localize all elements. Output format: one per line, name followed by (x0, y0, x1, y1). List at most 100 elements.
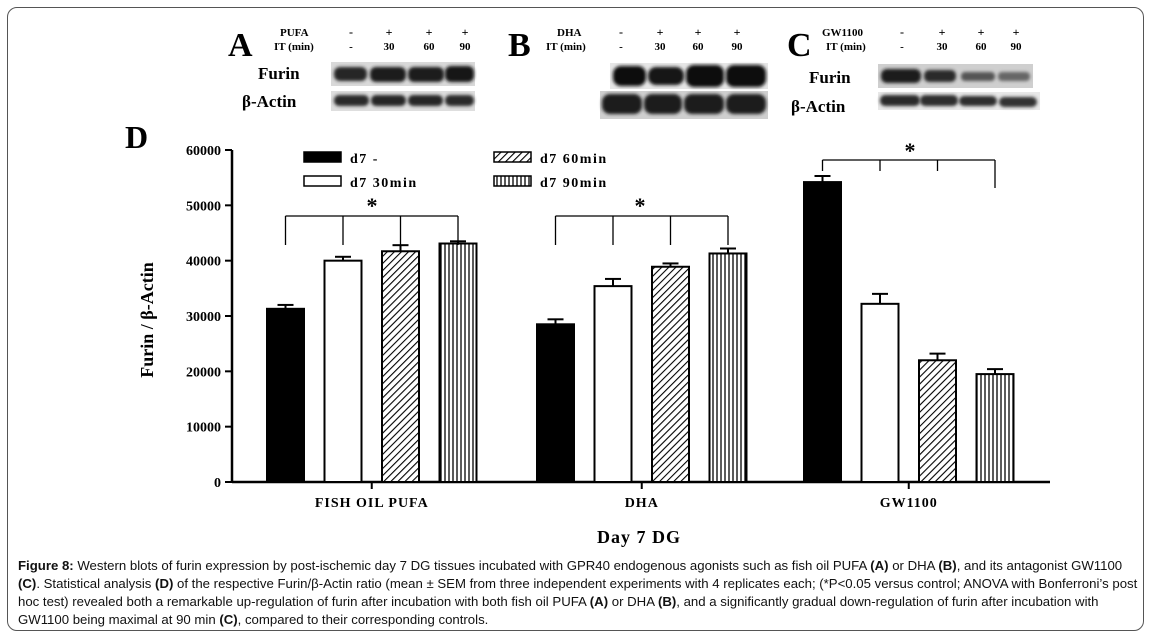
y-tick-label: 60000 (186, 144, 221, 159)
blot-panel-c: C GW1100 IT (min) - + + + - 30 60 90 Fur… (787, 25, 1040, 116)
blot-a-treatment-label: PUFA (280, 27, 309, 39)
blot-c-it-val: 30 (937, 41, 949, 53)
significance-star: * (905, 138, 916, 163)
y-tick-label: 20000 (186, 365, 221, 380)
caption-bold-segment: Figure 8: (18, 558, 74, 573)
blot-a-it-val: - (349, 41, 353, 53)
blot-b-it-val: - (619, 41, 623, 53)
caption-text-segment: or DHA (888, 558, 939, 573)
blot-c-treat-val: + (978, 25, 985, 39)
blot-c-row-label-actin: β-Actin (791, 97, 846, 116)
caption-bold-segment: (C) (18, 576, 37, 591)
figure-canvas: A PUFA IT (min) - + + + - 30 60 90 Furin… (125, 25, 1050, 547)
bar (708, 252, 748, 483)
blot-a-it-val: 60 (424, 41, 436, 53)
bar (536, 323, 575, 483)
blot-b-it-val: 30 (655, 41, 667, 53)
panel-letter-b: B (508, 27, 531, 64)
y-tick-label: 30000 (186, 310, 221, 325)
caption-bold-segment: (B) (657, 594, 677, 609)
bar (803, 181, 842, 484)
blot-c-it-val: 90 (1011, 41, 1023, 53)
y-axis-label: Furin / β-Actin (137, 262, 157, 377)
legend-label: d7 30min (350, 176, 418, 191)
blot-a-treat-val: + (462, 25, 469, 39)
y-tick-label: 10000 (186, 421, 221, 436)
y-tick-label: 50000 (186, 199, 221, 214)
blot-b-it-val: 90 (732, 41, 744, 53)
legend-swatch (303, 175, 342, 187)
blot-b-furin-band-strip (610, 63, 768, 89)
legend-label: d7 - (350, 152, 379, 167)
blot-b-actin-band-strip (600, 91, 768, 119)
blot-a-row-label-furin: Furin (258, 64, 300, 83)
x-tick-label: FISH OIL PUFA (315, 496, 429, 511)
caption-text-segment: . Statistical analysis (36, 576, 156, 591)
figure-frame: A PUFA IT (min) - + + + - 30 60 90 Furin… (7, 7, 1144, 631)
blot-panel-a: A PUFA IT (min) - + + + - 30 60 90 Furin… (228, 25, 475, 111)
legend-label: d7 60min (540, 152, 608, 167)
caption-text-segment: or DHA (608, 594, 658, 609)
blot-b-treat-val: - (619, 25, 623, 39)
blot-b-treat-val: + (657, 25, 664, 39)
bar (266, 307, 305, 483)
caption-text-segment: Western blots of furin expression by pos… (73, 558, 871, 573)
bar (975, 373, 1015, 484)
blot-a-it-val: 30 (384, 41, 396, 53)
bar-chart-d: D Furin / β-Actin Day 7 DG 0 10000 20000 30… (125, 119, 1050, 547)
blot-c-treatment-label: GW1100 (822, 27, 863, 39)
panel-letter-c: C (787, 27, 812, 64)
blot-a-it-label: IT (min) (274, 41, 314, 53)
blot-a-furin-band-strip (331, 62, 475, 86)
caption-bold-segment: (C) (219, 612, 238, 627)
blot-panel-b: B DHA IT (min) - + + + - 30 60 90 (508, 25, 768, 119)
x-tick-label: GW1100 (880, 496, 938, 511)
x-axis-title: Day 7 DG (597, 527, 681, 547)
legend-swatch (493, 151, 532, 163)
blot-b-it-label: IT (min) (546, 41, 586, 53)
legend-swatch (493, 175, 532, 187)
caption-text-segment: , and its antagonist GW1100 (956, 558, 1123, 573)
blot-c-treat-val: + (1013, 25, 1020, 39)
bar (593, 285, 633, 483)
y-tick-label: 40000 (186, 255, 221, 270)
significance-star: * (635, 193, 646, 218)
bar (323, 259, 363, 483)
caption-bold-segment: (D) (155, 576, 174, 591)
blot-b-treat-val: + (734, 25, 741, 39)
caption-bold-segment: (B) (938, 558, 957, 573)
bar (860, 302, 900, 483)
y-tick-label: 0 (214, 476, 221, 491)
blot-a-it-val: 90 (460, 41, 472, 53)
blot-b-treatment-label: DHA (557, 27, 582, 39)
blot-c-treat-val: + (939, 25, 946, 39)
blot-c-row-label-furin: Furin (809, 68, 851, 87)
blot-c-treat-val: - (900, 25, 904, 39)
significance-star: * (367, 193, 378, 218)
blot-c-it-label: IT (min) (826, 41, 866, 53)
caption-text-segment: of the respective Furin/β-Actin ratio (m… (18, 576, 1138, 609)
panel-letter-d: D (125, 119, 148, 155)
blot-c-actin-band-strip (878, 92, 1040, 110)
blot-b-treat-val: + (695, 25, 702, 39)
blot-c-it-val: - (900, 41, 904, 53)
caption-bold-segment: (A) (589, 594, 609, 609)
blot-b-it-val: 60 (693, 41, 705, 53)
caption-text-segment: , compared to their corresponding contro… (237, 612, 489, 627)
caption-bold-segment: (A) (870, 558, 889, 573)
bar (918, 359, 957, 483)
x-tick-label: DHA (625, 496, 659, 511)
blot-a-treat-val: + (386, 25, 393, 39)
figure-caption: Figure 8: Western blots of furin express… (18, 557, 1138, 629)
blot-a-row-label-actin: β-Actin (242, 92, 297, 111)
blot-a-actin-band-strip (331, 91, 475, 111)
legend-swatch (303, 151, 342, 163)
panel-letter-a: A (228, 27, 253, 64)
blot-a-treat-val: - (349, 25, 353, 39)
blot-c-it-val: 60 (976, 41, 988, 53)
bar (651, 265, 690, 483)
blot-a-treat-val: + (426, 25, 433, 39)
bar (438, 242, 478, 483)
bar (381, 250, 420, 483)
legend-label: d7 90min (540, 176, 608, 191)
